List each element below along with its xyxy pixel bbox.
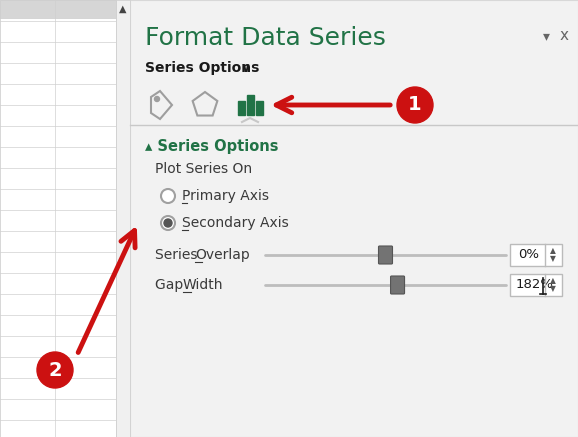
FancyBboxPatch shape	[510, 274, 562, 296]
FancyBboxPatch shape	[379, 246, 392, 264]
Text: ▲: ▲	[119, 4, 127, 14]
Text: Primary Axis: Primary Axis	[182, 189, 269, 203]
FancyBboxPatch shape	[510, 244, 562, 266]
Circle shape	[161, 216, 175, 230]
Text: Overlap: Overlap	[195, 248, 250, 262]
Text: ▲: ▲	[550, 277, 556, 285]
FancyBboxPatch shape	[255, 101, 262, 115]
Text: Secondary Axis: Secondary Axis	[182, 216, 289, 230]
Text: Plot Series On: Plot Series On	[155, 162, 252, 176]
Text: ▼: ▼	[550, 254, 556, 264]
Text: 182%: 182%	[516, 278, 554, 291]
Circle shape	[154, 97, 160, 101]
Text: Series Options: Series Options	[145, 61, 260, 75]
FancyBboxPatch shape	[246, 95, 254, 115]
Text: ∨: ∨	[240, 62, 250, 74]
Text: ▲: ▲	[550, 246, 556, 256]
Circle shape	[37, 352, 73, 388]
Circle shape	[397, 87, 433, 123]
FancyBboxPatch shape	[116, 0, 130, 437]
Circle shape	[161, 189, 175, 203]
Text: Gap: Gap	[155, 278, 188, 292]
Text: ▼: ▼	[550, 284, 556, 294]
Text: Series: Series	[155, 248, 202, 262]
Text: Width: Width	[183, 278, 224, 292]
Text: 2: 2	[48, 361, 62, 379]
Text: 1: 1	[408, 96, 422, 114]
FancyBboxPatch shape	[238, 101, 244, 115]
Circle shape	[164, 219, 172, 227]
FancyBboxPatch shape	[0, 0, 116, 18]
Text: ▾: ▾	[543, 29, 550, 43]
Text: 0%: 0%	[518, 249, 539, 261]
FancyBboxPatch shape	[0, 0, 116, 437]
Text: Format Data Series: Format Data Series	[145, 26, 386, 50]
FancyBboxPatch shape	[391, 276, 405, 294]
Text: ▴ Series Options: ▴ Series Options	[145, 139, 279, 155]
Text: x: x	[560, 28, 569, 44]
FancyBboxPatch shape	[130, 0, 578, 437]
